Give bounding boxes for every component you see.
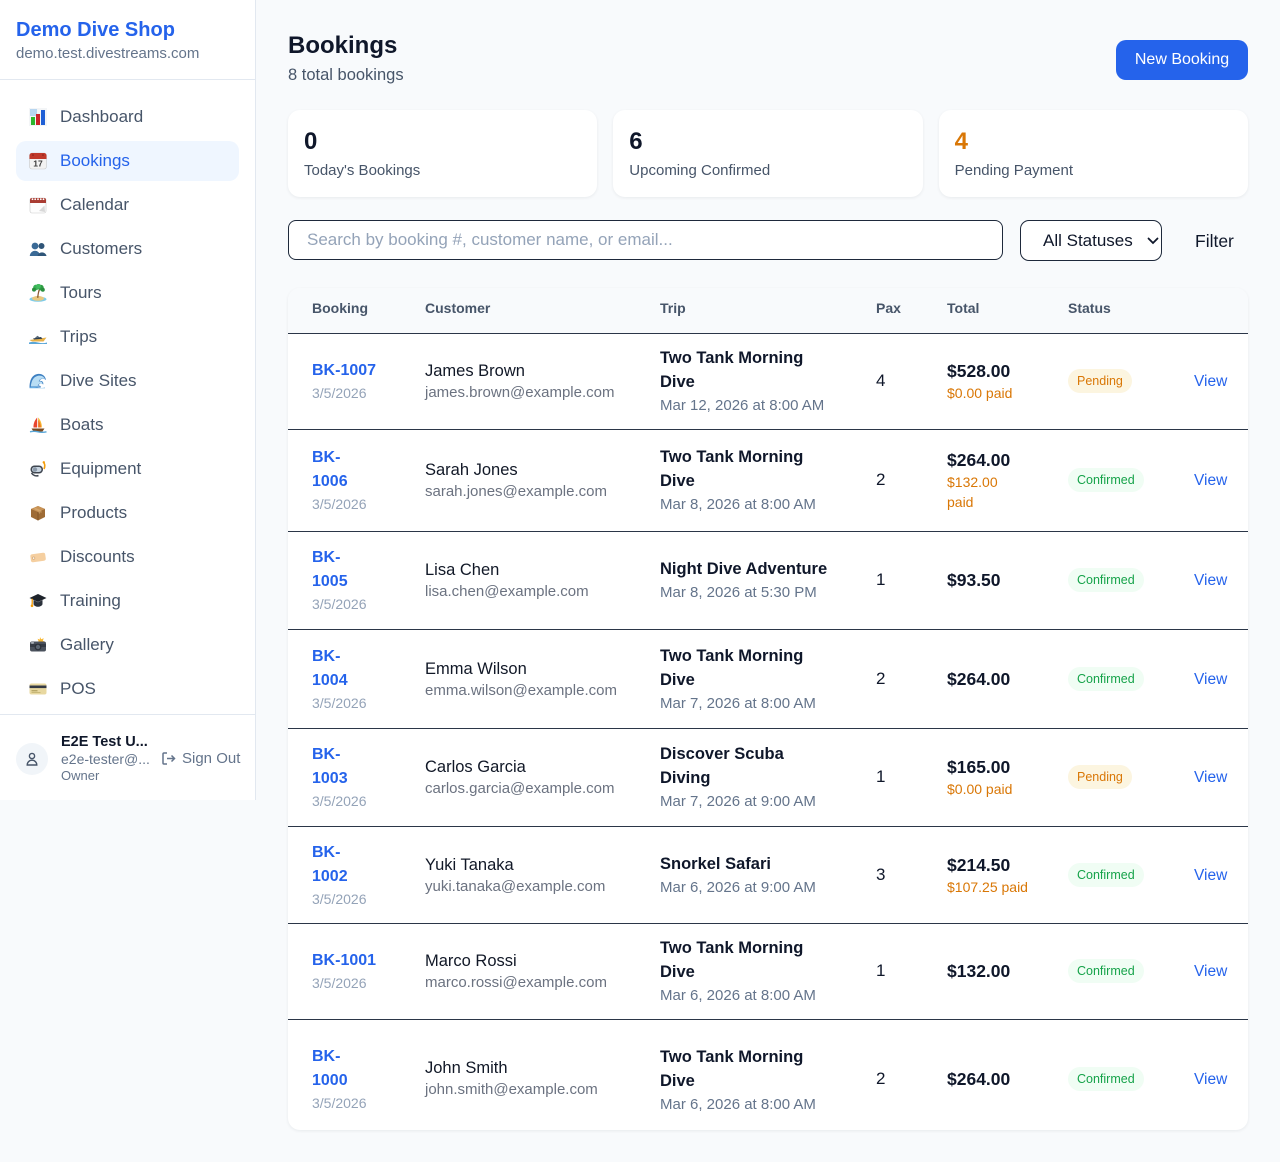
svg-text:17: 17 [33,159,43,169]
